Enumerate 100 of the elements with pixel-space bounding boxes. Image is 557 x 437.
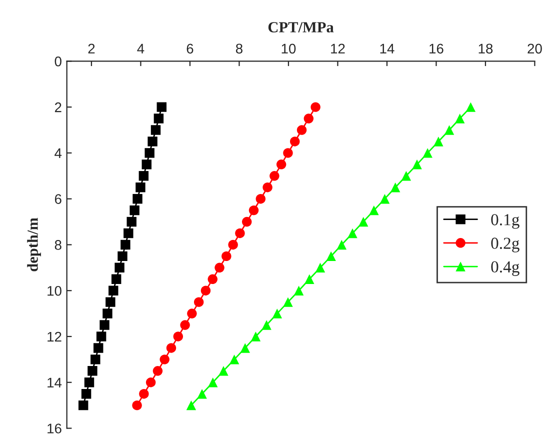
- point: [272, 308, 282, 318]
- legend-label: 0.2g: [491, 238, 520, 252]
- point: [78, 400, 88, 410]
- point: [160, 354, 170, 364]
- x-tick-label: 18: [478, 44, 493, 54]
- point: [455, 114, 465, 124]
- x-tick-label: 12: [331, 44, 345, 54]
- point: [148, 136, 158, 146]
- point: [242, 216, 252, 227]
- point: [146, 378, 156, 388]
- point: [156, 102, 167, 112]
- y-tick-label: 4: [54, 148, 62, 158]
- point: [132, 194, 142, 204]
- point: [166, 343, 176, 353]
- point: [106, 297, 116, 307]
- point: [240, 343, 250, 353]
- point: [144, 148, 154, 158]
- point: [315, 262, 326, 273]
- point: [283, 148, 293, 158]
- point: [96, 332, 106, 342]
- y-tick-label: 16: [48, 424, 62, 434]
- point: [422, 148, 432, 158]
- y-axis-title: depth/m: [27, 218, 41, 272]
- x-axis-title: CPT/MPa: [268, 22, 334, 32]
- point: [90, 354, 100, 364]
- point: [173, 332, 184, 342]
- y-tick-label: 12: [48, 332, 62, 342]
- point: [84, 378, 94, 388]
- point: [132, 400, 142, 410]
- point: [304, 114, 314, 124]
- point: [214, 262, 224, 273]
- point: [111, 274, 122, 284]
- x-tick-label: 2: [88, 44, 95, 54]
- point: [412, 160, 422, 170]
- point: [369, 205, 379, 216]
- y-tick-label: 2: [54, 102, 62, 112]
- point: [270, 171, 280, 181]
- point: [296, 125, 307, 135]
- point: [248, 205, 259, 216]
- point: [390, 182, 400, 192]
- x-tick-label: 20: [528, 44, 542, 54]
- point: [235, 228, 245, 238]
- point: [102, 308, 112, 318]
- point: [81, 388, 92, 399]
- point: [276, 160, 286, 170]
- point: [118, 251, 128, 262]
- point: [120, 240, 130, 250]
- point: [310, 102, 320, 112]
- point: [150, 125, 161, 135]
- point: [434, 136, 444, 146]
- point: [142, 160, 152, 170]
- y-tick-label: 8: [54, 240, 62, 250]
- point: [130, 205, 140, 216]
- point: [154, 114, 164, 124]
- point: [401, 171, 412, 181]
- point: [336, 240, 347, 250]
- point: [94, 343, 104, 353]
- point: [294, 286, 304, 296]
- point: [326, 251, 336, 262]
- point: [126, 216, 136, 227]
- x-tick-label: 6: [186, 44, 194, 54]
- point: [139, 388, 149, 399]
- point: [180, 320, 190, 330]
- point: [218, 366, 228, 376]
- point: [229, 354, 240, 364]
- point: [262, 320, 272, 330]
- point: [380, 194, 390, 204]
- point: [208, 378, 218, 388]
- point: [444, 125, 454, 135]
- y-tick-label: 10: [48, 286, 62, 296]
- point: [228, 240, 238, 250]
- point: [222, 251, 232, 262]
- point: [186, 400, 196, 410]
- point: [466, 102, 476, 112]
- x-tick-label: 8: [236, 44, 242, 54]
- point: [108, 286, 118, 296]
- legend-label: 0.4g: [491, 261, 520, 276]
- point: [200, 286, 211, 296]
- point: [358, 216, 368, 227]
- y-tick-label: 0: [54, 56, 62, 66]
- legend-label: 0.1g: [491, 214, 520, 229]
- point: [100, 320, 110, 330]
- point: [262, 182, 272, 192]
- point: [256, 194, 266, 204]
- x-tick-label: 16: [430, 44, 444, 54]
- point: [88, 366, 98, 376]
- point: [124, 228, 134, 238]
- point: [136, 182, 146, 192]
- x-tick-label: 14: [380, 44, 394, 54]
- point: [304, 274, 314, 284]
- y-tick-label: 14: [48, 378, 62, 388]
- point: [152, 366, 163, 376]
- point: [197, 388, 207, 399]
- point: [187, 308, 197, 318]
- point: [208, 274, 218, 284]
- point: [283, 297, 293, 307]
- x-tick-label: 4: [137, 44, 144, 54]
- point: [290, 136, 300, 146]
- point: [348, 228, 358, 238]
- point: [194, 297, 204, 307]
